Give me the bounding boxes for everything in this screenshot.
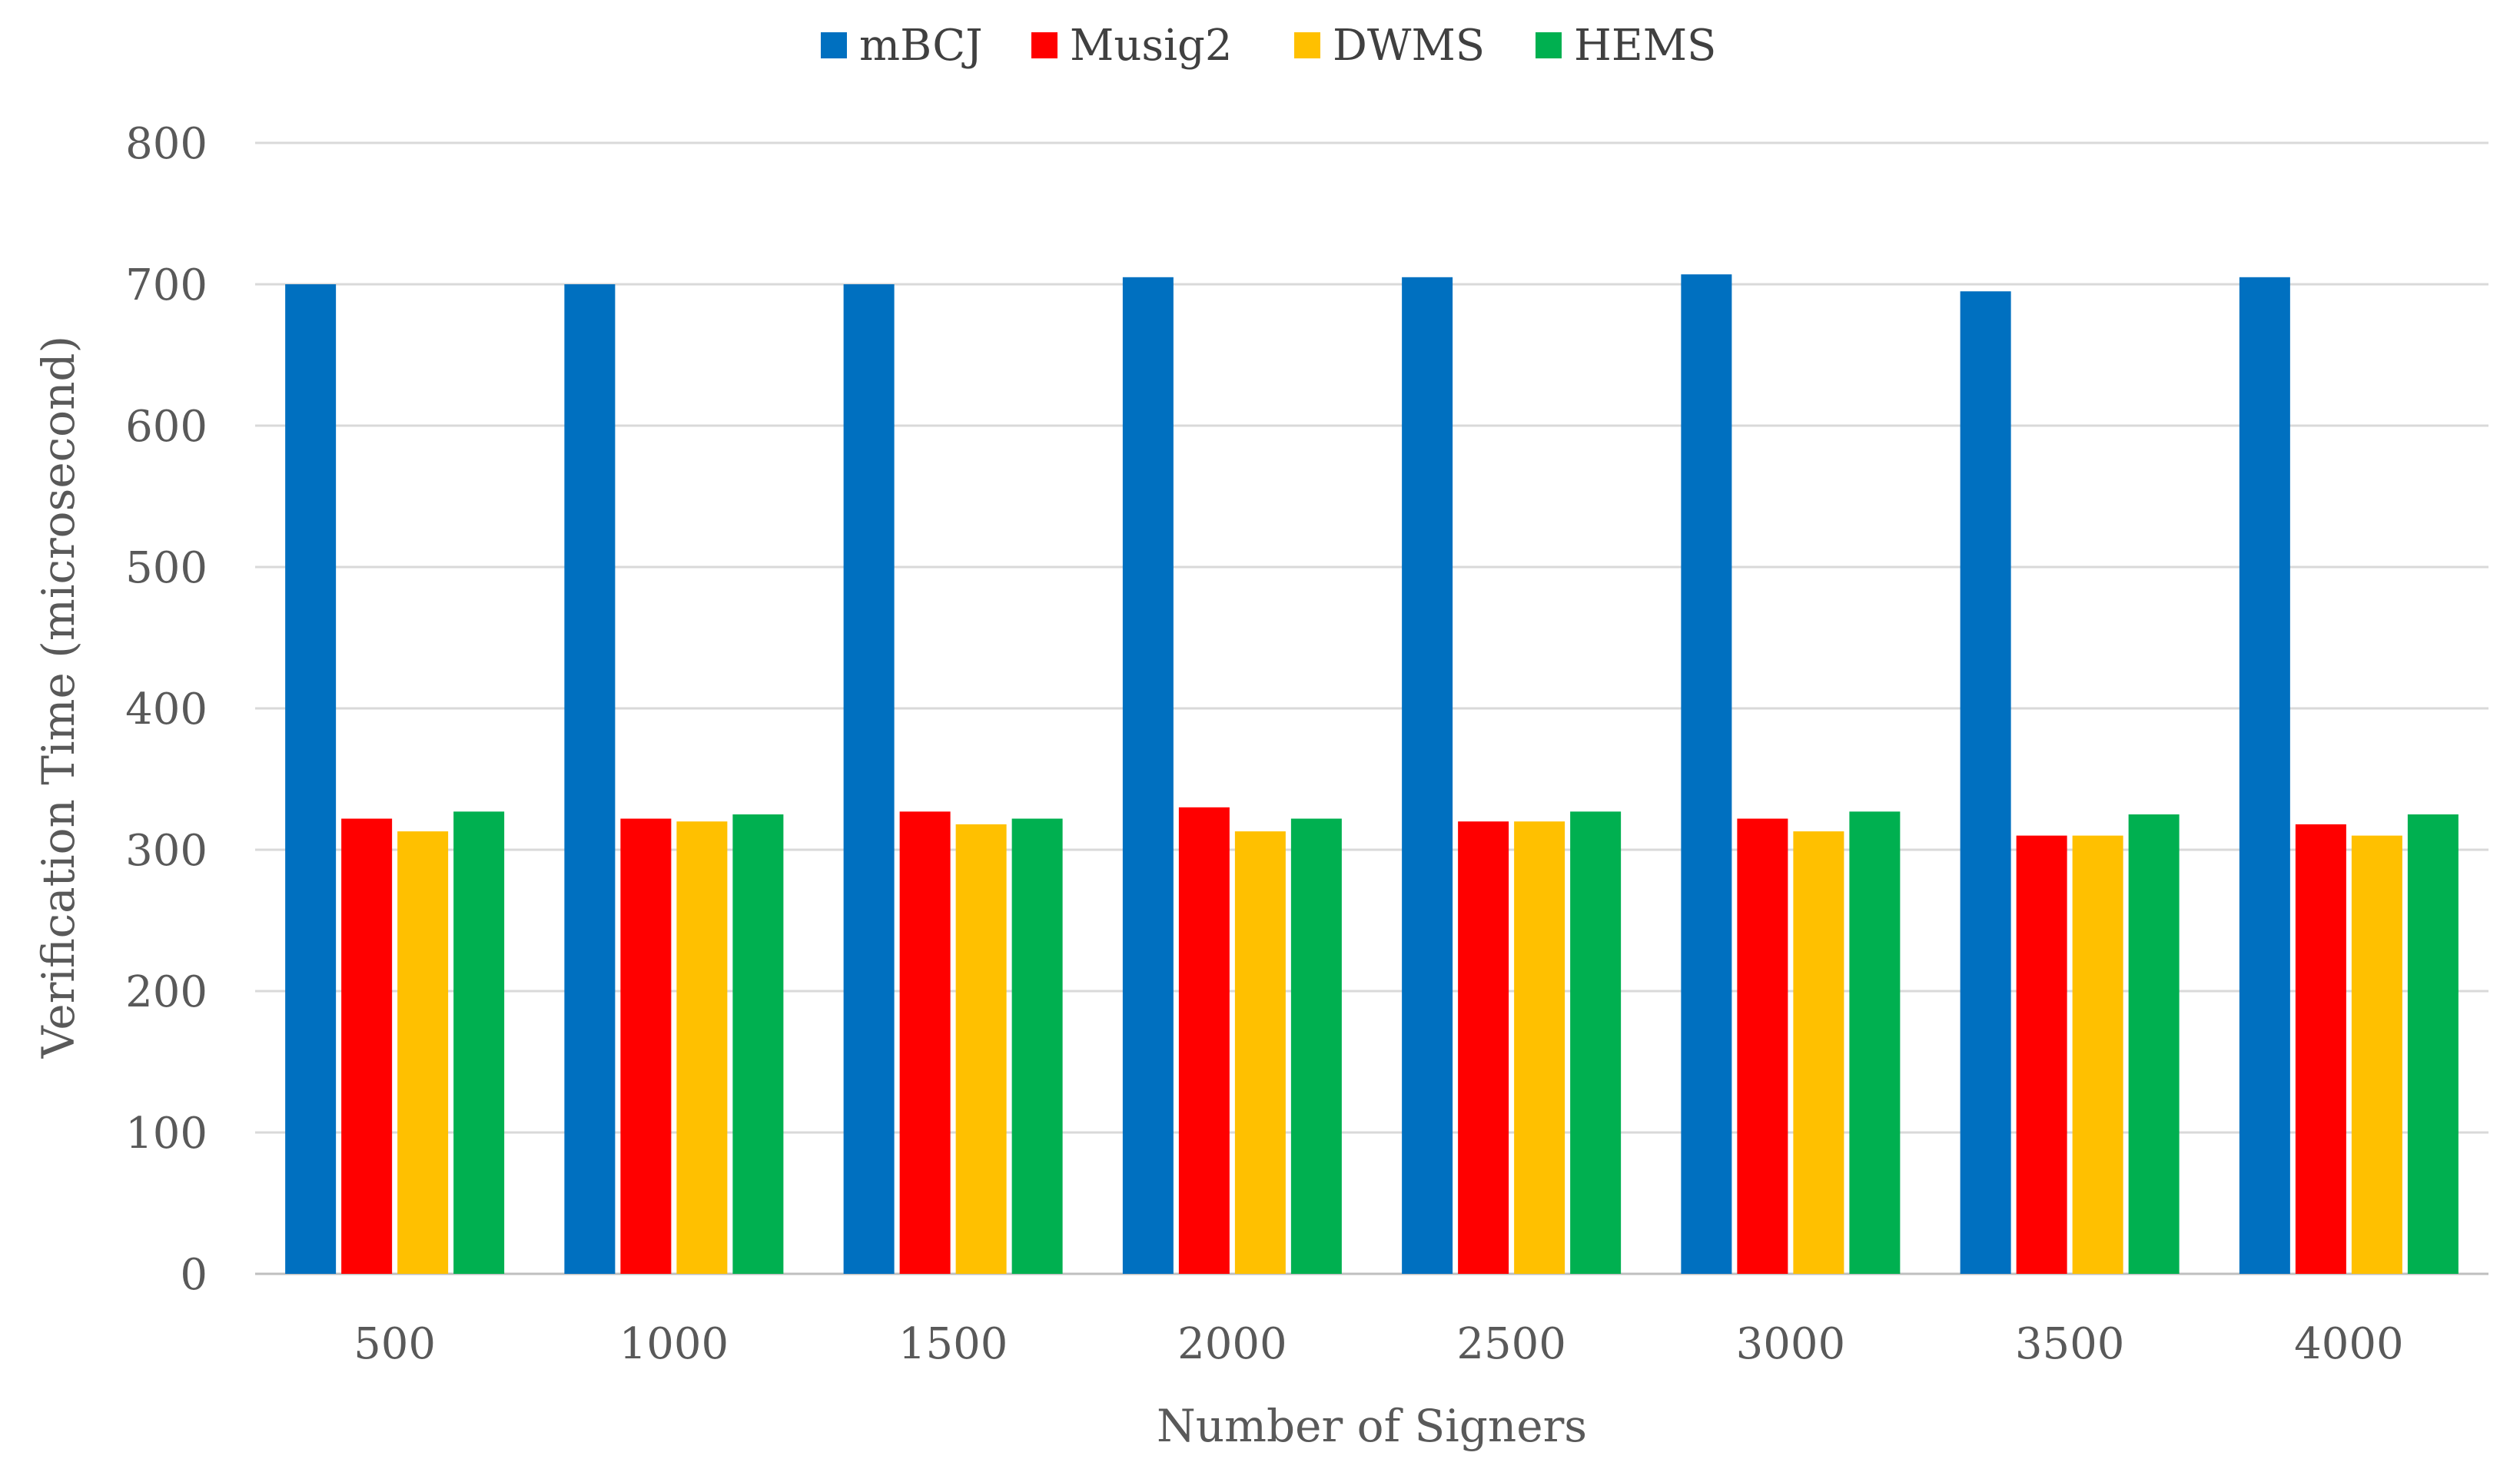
- legend-label: Musig2: [1070, 21, 1233, 71]
- x-tick-label: 4000: [2294, 1319, 2404, 1369]
- bar-mbcj-3500: [1960, 291, 2011, 1275]
- y-tick-label: 600: [125, 402, 208, 452]
- bar-mbcj-4000: [2239, 277, 2290, 1274]
- legend-swatch: [1031, 32, 1057, 58]
- x-tick-label: 1500: [898, 1319, 1008, 1369]
- bar-musig2-3000: [1737, 818, 1788, 1274]
- x-tick-label: 3000: [1736, 1319, 1846, 1369]
- bars: [285, 274, 2459, 1275]
- bar-musig2-4000: [2295, 824, 2346, 1274]
- legend-swatch: [1536, 32, 1562, 58]
- bar-hems-1500: [1011, 818, 1063, 1274]
- bar-mbcj-2500: [1402, 277, 1453, 1274]
- legend-label: HEMS: [1574, 21, 1716, 71]
- bar-hems-2500: [1570, 811, 1622, 1274]
- bar-dwms-2500: [1514, 821, 1565, 1274]
- y-tick-label: 800: [125, 119, 208, 169]
- bar-mbcj-2000: [1122, 277, 1174, 1274]
- bar-hems-1000: [732, 814, 784, 1274]
- x-tick-label: 3500: [2015, 1319, 2125, 1369]
- bar-hems-3000: [1849, 811, 1901, 1274]
- bar-musig2-500: [341, 818, 393, 1274]
- bar-musig2-2500: [1458, 821, 1509, 1274]
- bar-hems-500: [453, 811, 505, 1274]
- legend: mBCJ Musig2 DWMS HEMS: [821, 21, 1716, 71]
- legend-item-mbcj: mBCJ: [821, 21, 983, 71]
- bar-dwms-3500: [2072, 835, 2123, 1274]
- bar-hems-4000: [2407, 814, 2459, 1274]
- bar-mbcj-3000: [1681, 274, 1732, 1274]
- bar-dwms-3000: [1793, 831, 1844, 1274]
- bar-musig2-3500: [2016, 835, 2067, 1274]
- x-tick-label: 1000: [619, 1319, 729, 1369]
- bar-dwms-1000: [676, 821, 728, 1274]
- bar-musig2-1500: [899, 811, 951, 1274]
- bar-mbcj-500: [285, 284, 337, 1274]
- y-tick-label: 0: [180, 1250, 208, 1300]
- legend-item-hems: HEMS: [1536, 21, 1716, 71]
- bar-dwms-4000: [2351, 835, 2402, 1274]
- x-tick-label: 500: [354, 1319, 436, 1369]
- bar-dwms-1500: [955, 824, 1007, 1274]
- x-tick-label: 2000: [1177, 1319, 1287, 1369]
- legend-item-musig2: Musig2: [1031, 21, 1233, 71]
- y-tick-label: 100: [125, 1109, 208, 1159]
- bar-mbcj-1500: [843, 284, 895, 1274]
- y-tick-label: 400: [125, 685, 208, 734]
- y-tick-labels: 0 100 200 300 400 500 600 700 800: [125, 119, 208, 1300]
- legend-label: mBCJ: [859, 21, 983, 71]
- x-tick-label: 2500: [1456, 1319, 1566, 1369]
- bar-mbcj-1000: [564, 284, 616, 1274]
- bar-dwms-2000: [1234, 831, 1286, 1274]
- bar-dwms-500: [397, 831, 449, 1274]
- legend-label: DWMS: [1333, 21, 1485, 71]
- y-tick-label: 500: [125, 543, 208, 593]
- bar-hems-3500: [2128, 814, 2180, 1274]
- y-axis-title: Verification Time (microsecond): [32, 336, 85, 1059]
- y-tick-label: 700: [125, 260, 208, 310]
- legend-swatch: [821, 32, 847, 58]
- bar-musig2-1000: [620, 818, 672, 1274]
- y-tick-label: 200: [125, 967, 208, 1017]
- legend-item-dwms: DWMS: [1294, 21, 1485, 71]
- y-tick-label: 300: [125, 826, 208, 876]
- x-tick-labels: 500 1000 1500 2000 2500 3000 3500 4000: [354, 1319, 2403, 1369]
- bar-musig2-2000: [1178, 807, 1230, 1274]
- bar-hems-2000: [1290, 818, 1342, 1274]
- legend-swatch: [1294, 32, 1320, 58]
- x-axis-title: Number of Signers: [1157, 1400, 1587, 1452]
